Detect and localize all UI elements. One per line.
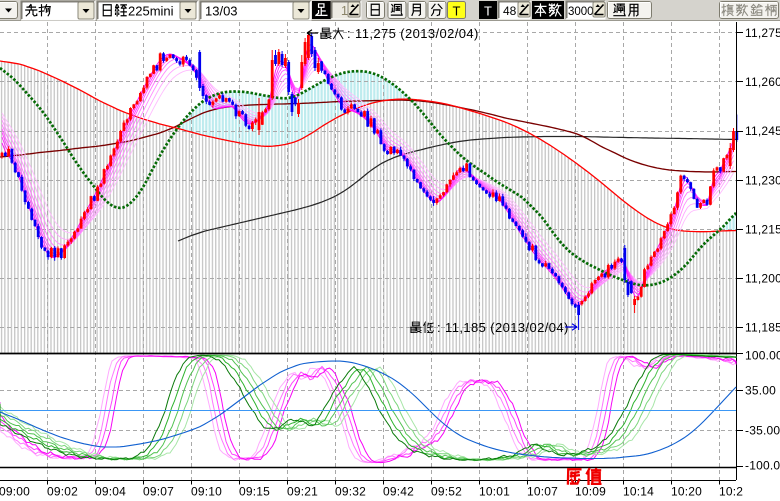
svg-text:: 11,275 (2013/02/04): : 11,275 (2013/02/04) [347,26,479,41]
svg-text:10:2: 10:2 [719,485,743,499]
svg-text:10:01: 10:01 [479,485,510,499]
svg-text:35.00: 35.00 [745,384,776,398]
svg-text:09:10: 09:10 [191,485,222,499]
svg-text:225mini: 225mini [128,4,174,19]
svg-text:11,260: 11,260 [745,75,780,89]
svg-text:10:14: 10:14 [623,485,654,499]
svg-text:10:09: 10:09 [575,485,606,499]
svg-text:09:32: 09:32 [335,485,366,499]
svg-text:09:04: 09:04 [95,485,126,499]
svg-text:-100.00: -100.00 [745,459,780,473]
svg-text:11,215: 11,215 [745,222,780,236]
svg-text:-35.00: -35.00 [745,424,780,438]
svg-text:09:52: 09:52 [431,485,462,499]
svg-text:13/03: 13/03 [205,4,238,19]
svg-text:T: T [453,4,461,19]
svg-text:11,200: 11,200 [745,272,780,286]
svg-text:T: T [484,4,492,19]
svg-text:09:07: 09:07 [143,485,174,499]
svg-text:11,185: 11,185 [745,321,780,335]
svg-text:10:07: 10:07 [527,485,558,499]
svg-text:09:02: 09:02 [47,485,78,499]
svg-text:10:20: 10:20 [671,485,702,499]
svg-text:09:00: 09:00 [0,485,30,499]
svg-text:09:15: 09:15 [239,485,270,499]
svg-text:09:21: 09:21 [287,485,318,499]
svg-text:11,245: 11,245 [745,124,780,138]
svg-text:: 11,185 (2013/02/04): : 11,185 (2013/02/04) [437,320,569,335]
svg-text:11,275: 11,275 [745,26,780,40]
svg-text:09:42: 09:42 [383,485,414,499]
svg-text:48: 48 [503,4,517,18]
svg-text:3000: 3000 [568,6,594,18]
svg-text:100.00: 100.00 [745,349,780,363]
svg-text:1: 1 [341,4,348,18]
svg-text:11,230: 11,230 [745,173,780,187]
